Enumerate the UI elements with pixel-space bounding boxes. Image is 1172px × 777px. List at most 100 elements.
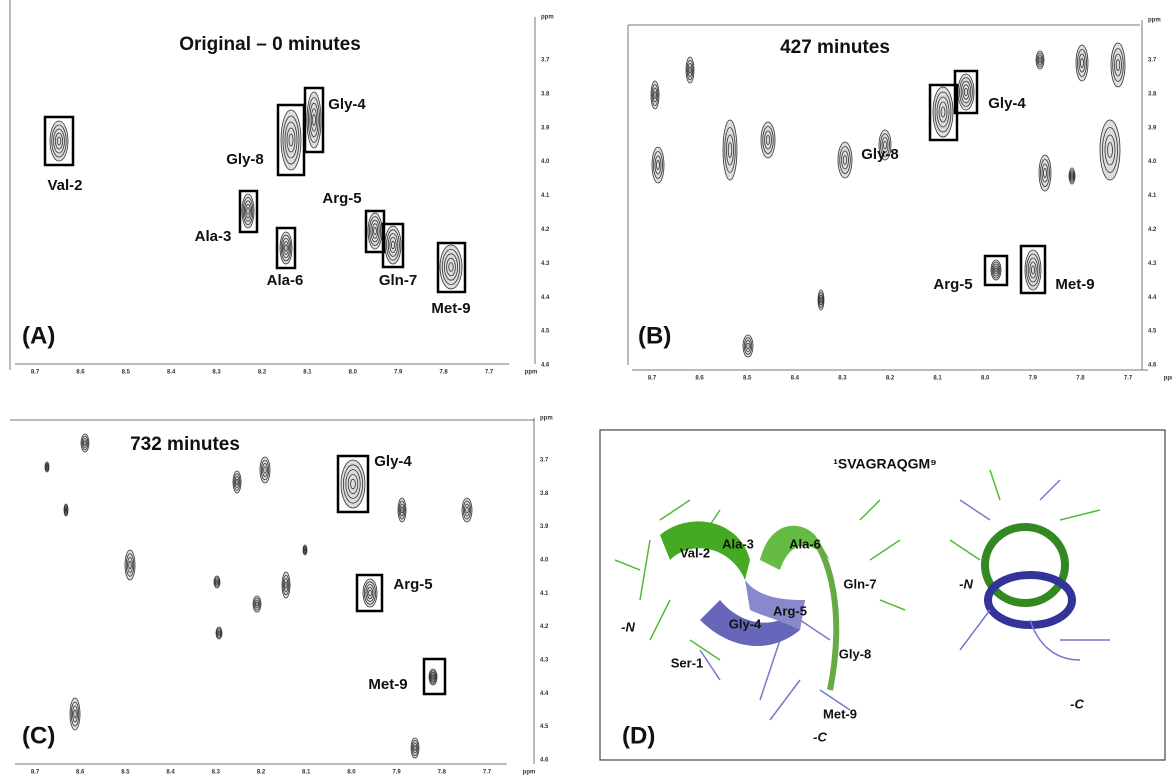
contour [933, 87, 953, 137]
peak-label: Gly-8 [861, 146, 899, 163]
contour [50, 121, 68, 161]
x-tick-label: 7.7 [483, 770, 492, 776]
x-tick-label: 7.8 [439, 370, 448, 376]
terminus: -C [813, 729, 827, 744]
x-tick-label: 8.0 [347, 770, 356, 776]
x-tick-label: 8.6 [76, 370, 85, 376]
x-tick-label: 8.6 [695, 376, 704, 382]
y-tick-label: 4.1 [540, 591, 549, 597]
x-tick-label: 7.9 [1029, 376, 1038, 382]
peak-label: Gly-4 [374, 453, 412, 470]
x-tick-label: 8.0 [349, 370, 358, 376]
y-tick-label: 4.3 [541, 261, 550, 267]
y-tick-label: 4.5 [1148, 329, 1157, 335]
residue-label: Arg-5 [773, 603, 807, 618]
contour [368, 213, 382, 249]
y-tick-label: 4.6 [540, 758, 549, 764]
contour [242, 194, 254, 228]
peak-label: Arg-5 [322, 190, 361, 207]
y-unit: ppm [1148, 18, 1161, 24]
contour [1025, 250, 1041, 290]
y-tick-label: 4.0 [1148, 159, 1157, 165]
contour [440, 245, 462, 289]
y-tick-label: 4.3 [1148, 261, 1157, 267]
x-tick-label: 8.6 [76, 770, 85, 776]
x-unit: ppm [523, 770, 536, 776]
contour [281, 110, 301, 170]
x-tick-label: 8.3 [212, 770, 221, 776]
residue-label: Gly-8 [839, 646, 872, 661]
y-tick-label: 3.7 [540, 458, 549, 464]
terminus: -N [959, 576, 973, 591]
panel-label: (B) [638, 322, 671, 349]
y-tick-label: 4.3 [540, 658, 549, 664]
y-tick-label: 4.4 [541, 295, 550, 301]
y-tick-label: 4.2 [541, 227, 550, 233]
x-tick-label: 8.3 [838, 376, 847, 382]
contour [363, 579, 377, 607]
peak-label: Met-9 [431, 300, 470, 317]
y-tick-label: 3.9 [540, 524, 549, 530]
y-tick-label: 3.7 [541, 58, 550, 64]
x-unit: ppm [525, 370, 538, 376]
x-tick-label: 8.1 [933, 376, 942, 382]
y-tick-label: 4.4 [540, 691, 549, 697]
x-tick-label: 7.9 [392, 770, 401, 776]
x-tick-label: 8.4 [167, 370, 176, 376]
x-unit: ppm [1164, 376, 1172, 382]
y-tick-label: 3.8 [541, 91, 550, 97]
peak-label: Met-9 [1055, 276, 1094, 293]
residue-label: Met-9 [823, 706, 857, 721]
y-tick-label: 4.0 [540, 558, 549, 564]
y-tick-label: 3.8 [540, 491, 549, 497]
peak-label: Arg-5 [393, 576, 432, 593]
peak-label: Arg-5 [933, 276, 972, 293]
peak-label: Val-2 [47, 177, 82, 194]
peak-label: Gln-7 [379, 272, 417, 289]
x-tick-label: 8.7 [31, 770, 40, 776]
y-tick-label: 4.2 [1148, 227, 1157, 233]
residue-label: Gly-4 [729, 616, 762, 631]
peak-label: Ala-6 [267, 272, 304, 289]
panel-title: 732 minutes [130, 434, 240, 455]
x-tick-label: 8.4 [166, 770, 175, 776]
terminus: -N [621, 619, 635, 634]
residue-label: Ala-6 [789, 536, 821, 551]
x-tick-label: 7.8 [438, 770, 447, 776]
helix [615, 470, 1110, 720]
x-tick-label: 8.7 [31, 370, 40, 376]
terminus: -C [1070, 696, 1084, 711]
x-tick-label: 8.4 [791, 376, 800, 382]
y-unit: ppm [541, 15, 554, 21]
figure: ¹SVAGRAQGM⁹ (D) 8.78.68.58.48.38.28.18.0… [0, 0, 1172, 777]
x-tick-label: 8.3 [212, 370, 221, 376]
y-tick-label: 3.9 [541, 125, 550, 131]
y-tick-label: 4.5 [541, 329, 550, 335]
y-unit: ppm [540, 416, 553, 422]
peak-label: Gly-4 [328, 96, 366, 113]
x-tick-label: 8.7 [648, 376, 657, 382]
y-tick-label: 4.6 [1148, 363, 1157, 369]
panel-label: (A) [22, 322, 55, 349]
peak-label: Gly-4 [988, 95, 1026, 112]
y-tick-label: 4.6 [541, 363, 550, 369]
peak-label: Met-9 [368, 676, 407, 693]
contour [958, 74, 974, 110]
x-tick-label: 8.2 [258, 370, 267, 376]
contour [341, 460, 365, 508]
x-tick-label: 8.2 [257, 770, 266, 776]
x-tick-label: 7.7 [1124, 376, 1133, 382]
contour [280, 232, 292, 264]
panel-title: 427 minutes [780, 37, 890, 58]
peak-label: Gly-8 [226, 151, 264, 168]
contour [991, 260, 1001, 280]
y-tick-label: 4.1 [541, 193, 550, 199]
contour [307, 92, 321, 148]
y-tick-label: 3.9 [1148, 125, 1157, 131]
x-tick-label: 8.5 [122, 370, 131, 376]
y-tick-label: 4.0 [541, 159, 550, 165]
residue-label: Gln-7 [843, 576, 876, 591]
residue-label: Ala-3 [722, 536, 754, 551]
x-tick-label: 8.1 [303, 370, 312, 376]
peak-label: Ala-3 [195, 228, 232, 245]
